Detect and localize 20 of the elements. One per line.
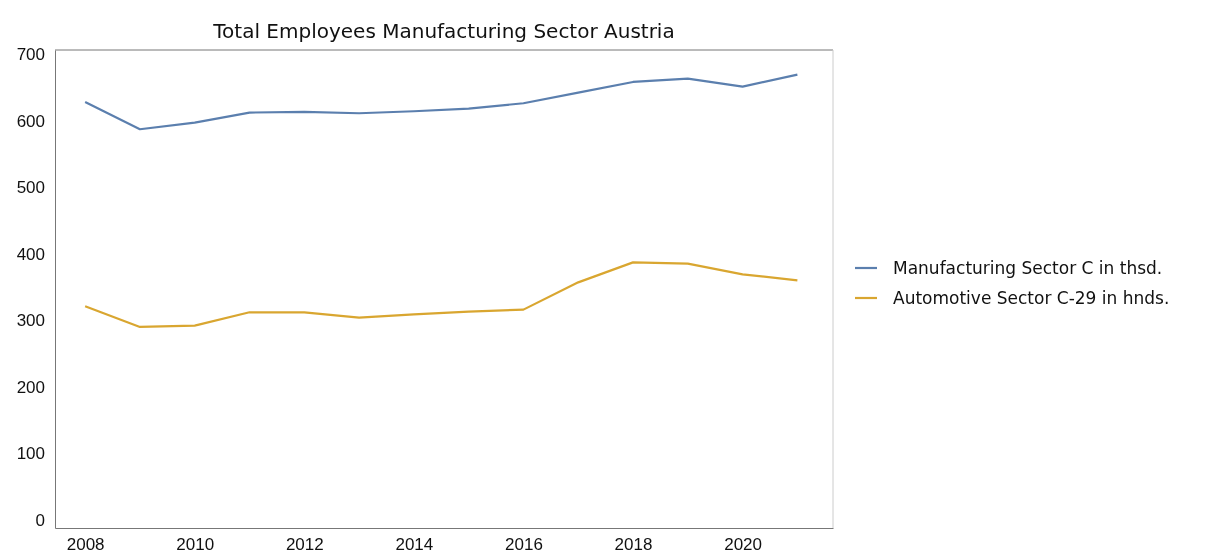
x-tick-label: 2016 [505, 535, 543, 555]
x-tick-label: 2020 [724, 535, 763, 555]
y-tick-label: 400 [16, 244, 45, 264]
y-tick-label: 500 [16, 178, 45, 198]
y-tick-label: 300 [16, 311, 45, 331]
y-tick-label: 600 [16, 111, 45, 131]
y-tick-label: 0 [35, 510, 45, 530]
line-series [84, 261, 799, 329]
chart-title: Total Employees Manufacturing Sector Austria [212, 19, 675, 43]
legend-label: Manufacturing Sector C in thsd. [893, 258, 1163, 278]
y-tick-label: 700 [16, 44, 45, 64]
legend-label: Automotive Sector C-29 in hnds. [893, 288, 1170, 308]
line-series [84, 73, 799, 131]
x-tick-label: 2014 [395, 535, 434, 555]
y-tick-label: 200 [16, 377, 45, 397]
x-tick-label: 2008 [66, 535, 105, 555]
x-tick-label: 2018 [614, 535, 653, 555]
x-tick-label: 2012 [285, 535, 324, 555]
x-tick-label: 2010 [176, 535, 215, 555]
y-tick-label: 100 [16, 444, 45, 464]
